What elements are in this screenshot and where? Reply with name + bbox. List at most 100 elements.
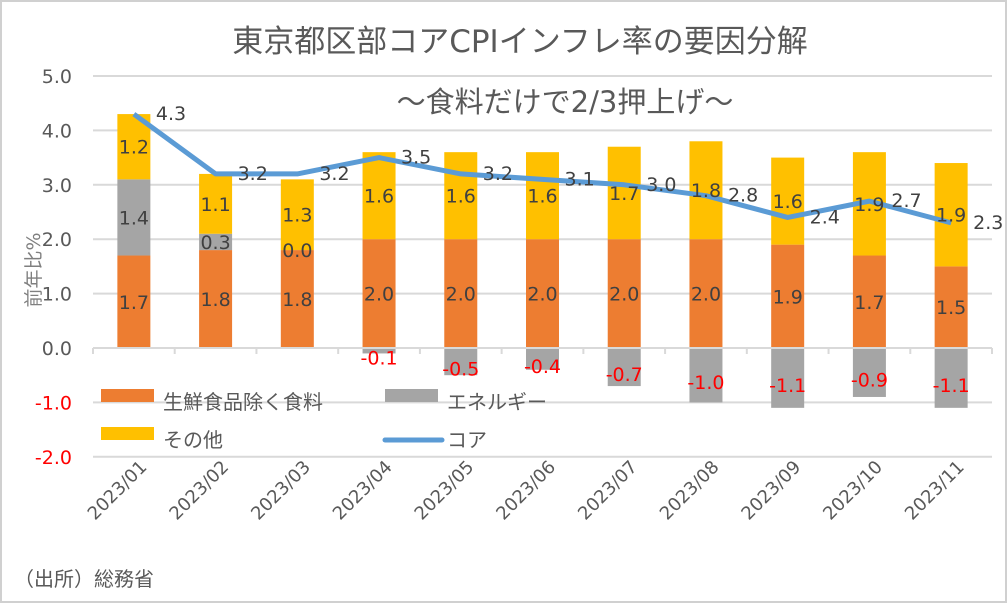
label-energy: -0.9 xyxy=(851,369,888,391)
bar-other xyxy=(607,146,641,240)
legend-label: エネルギー xyxy=(447,390,547,414)
bar-other xyxy=(689,141,723,240)
label-energy: -1.0 xyxy=(687,372,724,394)
bar-other xyxy=(362,152,396,240)
label-core: 2.4 xyxy=(810,206,840,228)
label-other: 1.6 xyxy=(446,186,476,208)
data-labels: 1.7 1.4 1.2 1.8 0.3 1.1 1.8 0.0 1.3 2.0 -0.1 1.6 2.0… xyxy=(119,103,1004,397)
bar-energy xyxy=(689,348,723,403)
core-line xyxy=(132,112,952,226)
label-core: 3.2 xyxy=(238,163,268,185)
label-food: 1.5 xyxy=(936,297,966,319)
y-tick-label: 4.0 xyxy=(42,120,72,142)
bar-food xyxy=(526,239,559,348)
label-core: 2.3 xyxy=(973,212,1003,234)
bar-energy xyxy=(852,348,886,397)
label-core: 3.5 xyxy=(401,147,431,169)
y-axis-label: 前年比% xyxy=(23,232,45,307)
label-food: 2.0 xyxy=(364,284,394,306)
legend-swatch xyxy=(101,389,154,402)
label-food: 1.7 xyxy=(119,292,149,314)
label-food: 1.7 xyxy=(854,292,884,314)
label-other: 1.2 xyxy=(119,137,149,159)
label-other: 1.7 xyxy=(609,183,639,205)
label-other: 1.8 xyxy=(691,180,721,202)
bar-energy xyxy=(199,233,233,251)
label-core: 2.8 xyxy=(728,185,758,207)
source-note: （出所）総務省 xyxy=(14,567,154,591)
label-energy: 0.0 xyxy=(282,240,312,262)
label-other: 1.9 xyxy=(854,194,884,216)
bar-food xyxy=(199,250,233,348)
label-energy: -0.5 xyxy=(442,359,479,381)
chart-subtitle: ～食料だけで2/3押上げ～ xyxy=(397,85,734,119)
y-axis: 5.0 4.0 3.0 2.0 1.0 0.0 -1.0 -2.0 xyxy=(35,66,72,469)
label-core: 2.7 xyxy=(891,190,921,212)
y-tick-label: 3.0 xyxy=(42,175,72,197)
legend-swatch xyxy=(101,427,154,440)
y-tick-label: 2.0 xyxy=(42,229,72,251)
label-food: 2.0 xyxy=(527,284,557,306)
label-food: 1.8 xyxy=(200,289,230,311)
y-tick-label: 1.0 xyxy=(42,284,72,306)
bar-energy xyxy=(362,348,396,354)
core-line-path xyxy=(132,112,952,226)
label-energy: 1.4 xyxy=(119,207,149,229)
bar-food xyxy=(934,266,968,348)
bar-energy xyxy=(771,348,805,408)
label-food: 1.9 xyxy=(773,286,803,308)
label-energy: -1.1 xyxy=(769,375,806,397)
label-energy: -0.1 xyxy=(361,348,398,370)
chart-title: 東京都区部コアCPIインフレ率の要因分解 xyxy=(232,24,808,60)
label-energy: 0.3 xyxy=(200,232,230,254)
y-tick-label: -1.0 xyxy=(35,392,72,414)
label-other: 1.6 xyxy=(527,186,557,208)
label-core: 3.2 xyxy=(483,163,513,185)
bar-food xyxy=(771,244,805,348)
legend-label: 生鮮食品除く食料 xyxy=(163,390,323,414)
label-core: 3.2 xyxy=(319,163,349,185)
bars xyxy=(117,114,968,408)
bar-other xyxy=(199,173,233,234)
label-other: 1.9 xyxy=(936,205,966,227)
bar-energy xyxy=(934,348,968,408)
bar-other xyxy=(280,179,314,251)
bar-food xyxy=(362,239,396,348)
legend-swatch xyxy=(385,389,438,402)
label-other: 1.1 xyxy=(200,194,230,216)
label-core: 4.3 xyxy=(156,103,186,125)
label-core: 3.0 xyxy=(646,174,676,196)
label-core: 3.1 xyxy=(565,168,595,190)
label-energy: -1.1 xyxy=(933,375,970,397)
bar-other xyxy=(444,152,478,240)
bar-food xyxy=(689,239,723,348)
bar-energy xyxy=(444,348,478,376)
y-tick-label: 5.0 xyxy=(42,66,72,88)
label-other: 1.6 xyxy=(364,186,394,208)
bar-other xyxy=(526,152,559,240)
bar-energy xyxy=(526,348,559,370)
label-food: 2.0 xyxy=(609,284,639,306)
bar-food xyxy=(117,255,151,348)
bar-food xyxy=(852,255,886,348)
bar-food xyxy=(607,239,641,348)
y-tick-label: 0.0 xyxy=(42,338,72,360)
label-other: 1.3 xyxy=(282,205,312,227)
bar-other xyxy=(934,163,968,267)
bar-food xyxy=(444,239,478,348)
label-other: 1.6 xyxy=(773,191,803,213)
bar-other xyxy=(771,157,805,245)
label-energy: -0.4 xyxy=(524,356,561,378)
label-energy: -0.7 xyxy=(606,364,643,386)
legend-label: コア xyxy=(447,428,487,452)
bar-energy xyxy=(607,348,641,387)
legend-label: その他 xyxy=(163,428,223,452)
label-food: 1.8 xyxy=(282,289,312,311)
bar-food xyxy=(280,250,314,348)
label-food: 2.0 xyxy=(446,284,476,306)
bar-energy xyxy=(117,179,151,256)
